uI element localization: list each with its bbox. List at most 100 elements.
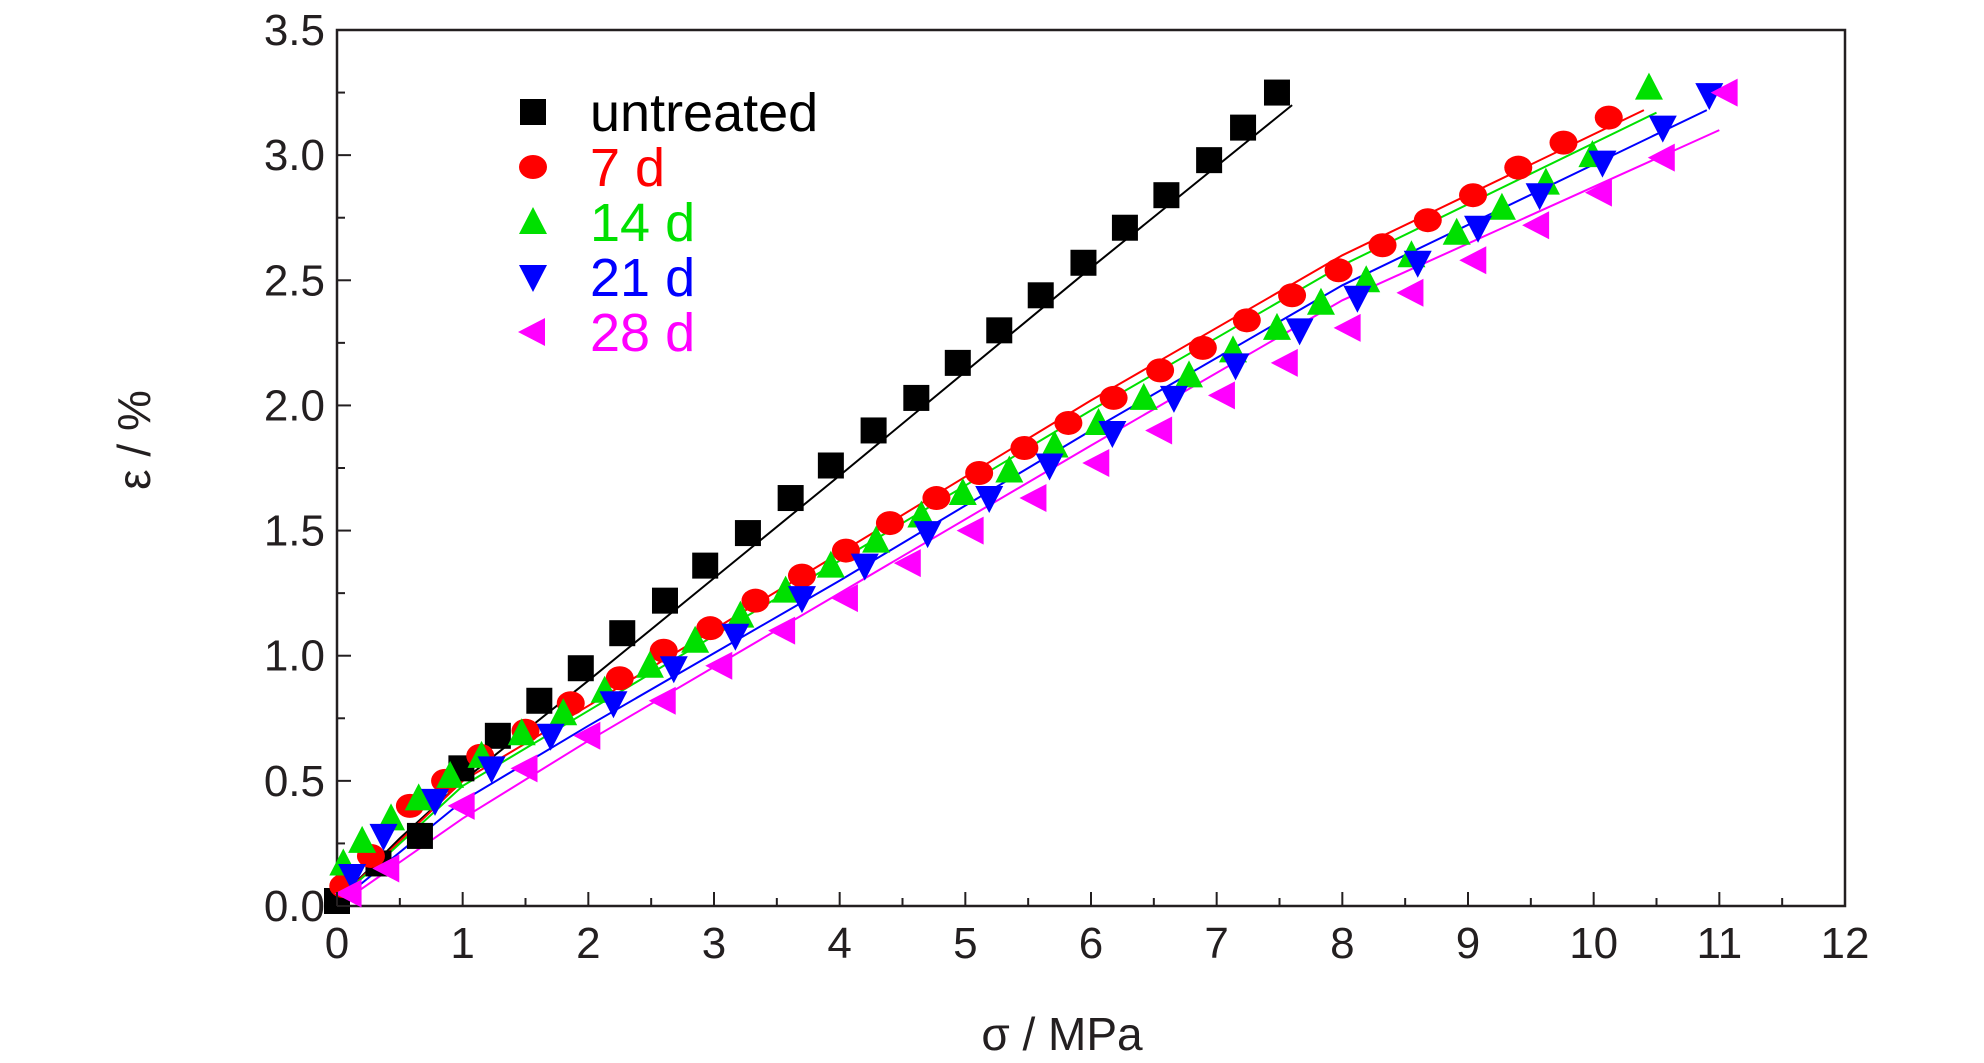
data-point-28-d — [1082, 448, 1110, 477]
data-point-14-d — [436, 760, 465, 788]
data-point-14-d — [507, 718, 536, 746]
data-point-28-d — [334, 879, 362, 908]
data-point-21-d — [1403, 250, 1432, 278]
data-point-7-d — [922, 486, 951, 511]
legend-label-14-d: 14 d — [590, 193, 695, 253]
y-tick-label: 0.5 — [264, 757, 325, 806]
legend-label-7-d: 7 d — [590, 138, 665, 198]
legend-marker-7-d — [519, 155, 547, 179]
data-point-untreated — [692, 552, 719, 579]
data-point-untreated — [860, 417, 887, 444]
data-point-14-d — [348, 825, 377, 853]
data-point-21-d — [536, 723, 565, 751]
data-point-21-d — [1464, 215, 1493, 243]
data-point-7-d — [1459, 183, 1488, 208]
y-tick-label: 0.0 — [264, 882, 325, 931]
data-point-21-d — [913, 521, 942, 549]
data-point-28-d — [447, 791, 475, 820]
data-point-7-d — [1278, 283, 1307, 308]
data-point-untreated — [944, 349, 971, 376]
data-point-7-d — [741, 588, 770, 613]
data-point-21-d — [1159, 385, 1188, 413]
data-point-21-d — [421, 788, 450, 816]
data-point-14-d — [995, 455, 1024, 483]
data-point-14-d — [549, 698, 578, 726]
data-point-14-d — [1487, 192, 1516, 220]
data-point-21-d — [1285, 318, 1314, 346]
data-point-14-d — [681, 625, 710, 653]
data-point-28-d — [893, 549, 921, 578]
data-point-7-d — [1324, 258, 1353, 283]
legend-box — [510, 72, 870, 350]
x-tick-label: 10 — [1569, 919, 1618, 968]
data-point-21-d — [1098, 420, 1127, 448]
data-point-14-d — [726, 600, 755, 628]
x-tick-label: 1 — [450, 919, 474, 968]
data-point-untreated — [1027, 282, 1054, 309]
axes: 0 1 2 3 4 5 6 7 8 9 10 11 120.00.51.01.52.02.53.03.5 — [264, 6, 1870, 968]
data-point-untreated — [1070, 249, 1097, 276]
data-point-untreated — [567, 655, 594, 682]
data-point-21-d — [1035, 453, 1064, 481]
y-tick-label: 2.5 — [264, 256, 325, 305]
data-point-7-d — [1413, 208, 1442, 233]
x-tick-label: 6 — [1079, 919, 1103, 968]
data-point-untreated — [651, 587, 678, 614]
data-point-28-d — [1647, 143, 1675, 172]
data-point-7-d — [1099, 385, 1128, 410]
data-point-28-d — [1584, 178, 1612, 207]
data-point-7-d — [1232, 308, 1261, 333]
data-point-7-d — [696, 616, 725, 641]
x-tick-label: 3 — [702, 919, 726, 968]
x-tick-label: 8 — [1330, 919, 1354, 968]
data-point-7-d — [1549, 130, 1578, 155]
data-point-untreated — [1263, 79, 1290, 106]
x-tick-label: 12 — [1821, 919, 1870, 968]
x-axis-title: σ / MPa — [981, 1008, 1143, 1060]
data-point-untreated — [1196, 147, 1223, 174]
legend-label-21-d: 21 d — [590, 248, 695, 308]
data-point-14-d — [1634, 72, 1663, 100]
data-point-7-d — [1368, 233, 1397, 258]
data-point-21-d — [659, 656, 688, 684]
data-point-14-d — [377, 803, 406, 831]
data-point-7-d — [1010, 435, 1039, 460]
data-point-21-d — [787, 586, 816, 614]
y-tick-label: 2.0 — [264, 381, 325, 430]
data-point-14-d — [1352, 265, 1381, 293]
data-point-21-d — [850, 553, 879, 581]
data-point-28-d — [705, 651, 733, 680]
data-point-untreated — [903, 384, 930, 411]
data-point-7-d — [1188, 335, 1217, 360]
data-point-28-d — [648, 686, 676, 715]
legend-marker-28-d — [518, 318, 545, 346]
data-point-14-d — [1262, 312, 1291, 340]
legend-label-untreated: untreated — [590, 83, 818, 143]
data-point-21-d — [1221, 353, 1250, 381]
legend-marker-14-d — [519, 207, 547, 234]
data-point-7-d — [787, 563, 816, 588]
data-point-21-d — [369, 823, 398, 851]
data-point-28-d — [1145, 416, 1173, 445]
data-point-14-d — [1175, 360, 1204, 388]
x-tick-label: 11 — [1696, 919, 1742, 968]
data-point-untreated — [817, 452, 844, 479]
data-point-28-d — [1270, 348, 1298, 377]
x-tick-label: 5 — [953, 919, 977, 968]
data-point-28-d — [1710, 78, 1738, 107]
data-point-14-d — [635, 650, 664, 678]
data-point-7-d — [1054, 410, 1083, 435]
data-point-28-d — [956, 516, 984, 545]
data-point-untreated — [484, 722, 511, 749]
data-point-21-d — [1588, 150, 1617, 178]
data-point-14-d — [907, 500, 936, 528]
data-point-28-d — [830, 584, 858, 613]
data-point-28-d — [1019, 484, 1047, 513]
data-point-untreated — [1111, 214, 1138, 241]
data-point-28-d — [1333, 313, 1361, 342]
data-point-21-d — [477, 756, 506, 784]
x-tick-label: 7 — [1204, 919, 1228, 968]
data-markers — [324, 72, 1738, 914]
